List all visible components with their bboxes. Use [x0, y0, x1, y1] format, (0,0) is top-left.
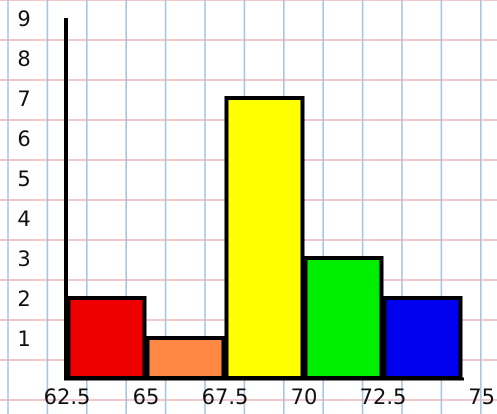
y-tick-label: 5	[17, 167, 30, 191]
x-tick-labels: 62.5 65 67.5 70 72.5 75	[44, 385, 495, 409]
y-tick-label: 4	[17, 207, 30, 231]
y-tick-label: 1	[17, 327, 30, 351]
bar-67.5-70	[224, 96, 305, 380]
bar-62.5-65	[66, 296, 147, 380]
y-tick-label: 8	[17, 47, 30, 71]
y-tick-labels: 1 2 3 4 5 6 7 8 9	[17, 7, 30, 351]
x-tick-label: 75	[468, 385, 495, 409]
x-tick-label: 72.5	[360, 385, 407, 409]
x-tick-label: 62.5	[44, 385, 91, 409]
bar-65-67.5	[145, 336, 226, 380]
y-tick-label: 2	[17, 287, 30, 311]
x-tick-label: 65	[133, 385, 160, 409]
x-tick-label: 67.5	[202, 385, 249, 409]
y-tick-label: 6	[17, 127, 30, 151]
y-tick-label: 9	[17, 7, 30, 31]
bar-72.5-75	[382, 296, 463, 380]
histogram-bars	[66, 96, 463, 380]
bar-70-72.5	[303, 256, 384, 380]
y-tick-label: 7	[17, 87, 30, 111]
x-tick-label: 70	[291, 385, 318, 409]
y-tick-label: 3	[17, 247, 30, 271]
